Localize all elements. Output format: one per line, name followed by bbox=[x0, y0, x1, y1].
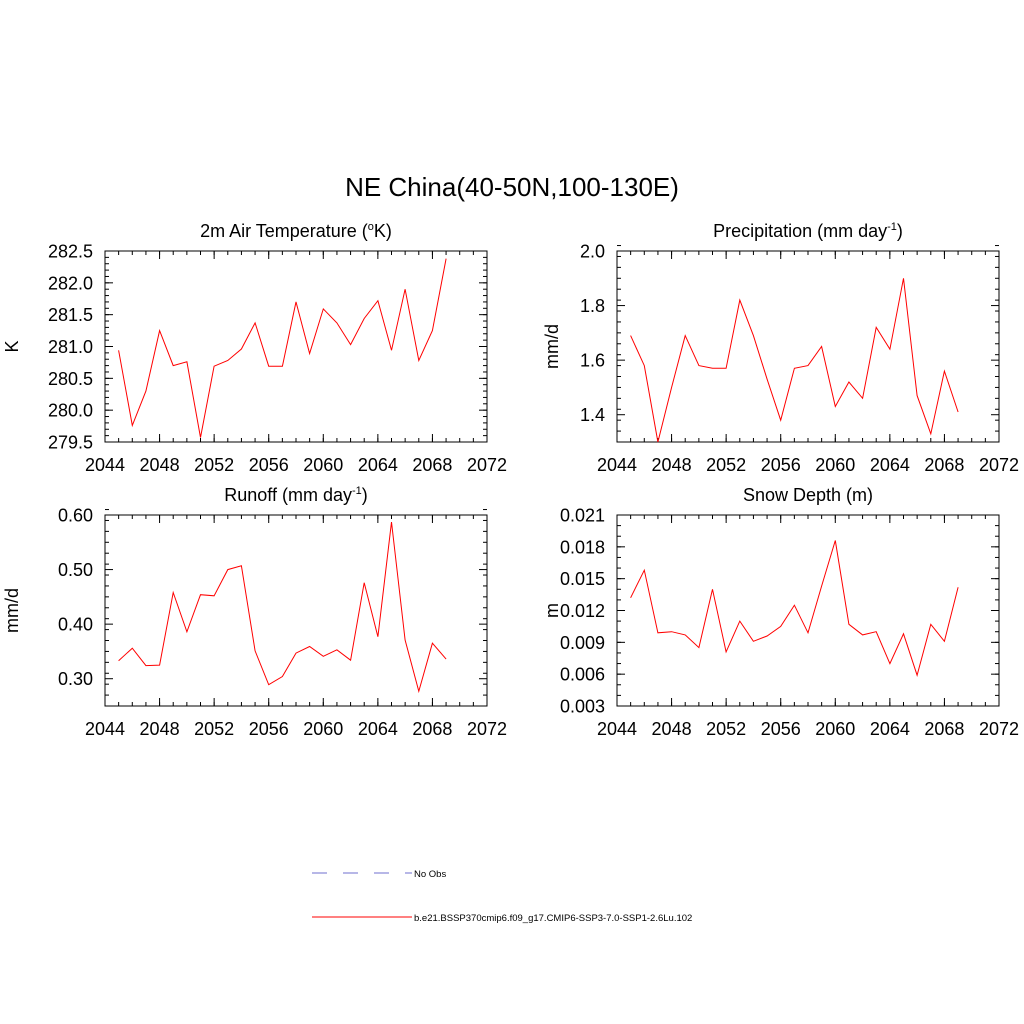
precipitation-title-tail: ) bbox=[897, 221, 903, 241]
legend-model-label: b.e21.BSSP370cmip6.f09_g17.CMIP6-SSP3-7.… bbox=[414, 913, 692, 924]
legend-obs-label: No Obs bbox=[414, 869, 446, 880]
runoff-title-tail: ) bbox=[362, 485, 368, 505]
snow-depth-y-tick-label: 0.021 bbox=[560, 506, 605, 526]
precipitation-y-tick-label: 1.4 bbox=[580, 405, 605, 425]
precipitation-y-axis-label: mm/d bbox=[542, 324, 562, 369]
precipitation-x-tick-label: 2060 bbox=[815, 455, 855, 475]
temperature-x-tick-label: 2044 bbox=[85, 455, 125, 475]
runoff-y-axis-label: mm/d bbox=[2, 588, 22, 633]
runoff-x-tick-label: 2072 bbox=[467, 719, 507, 739]
runoff-x-tick-label: 2060 bbox=[303, 719, 343, 739]
runoff-title-sup: -1 bbox=[352, 485, 362, 497]
figure-suptitle: NE China(40-50N,100-130E) bbox=[345, 172, 679, 202]
snow-depth-x-tick-label: 2056 bbox=[761, 719, 801, 739]
temperature-x-tick-label: 2060 bbox=[303, 455, 343, 475]
precipitation-y-tick-label: 1.8 bbox=[580, 296, 605, 316]
snow-depth-x-tick-label: 2044 bbox=[597, 719, 637, 739]
precipitation-x-tick-label: 2064 bbox=[870, 455, 910, 475]
temperature-title-tail: K) bbox=[374, 221, 392, 241]
runoff-y-tick-label: 0.40 bbox=[58, 615, 93, 635]
precipitation-x-tick-label: 2052 bbox=[706, 455, 746, 475]
runoff-title-main: Runoff (mm day bbox=[224, 485, 352, 505]
temperature-y-tick-label: 281.0 bbox=[48, 337, 93, 357]
snow-depth-x-tick-label: 2064 bbox=[870, 719, 910, 739]
snow-depth-series-line bbox=[630, 540, 959, 677]
temperature-y-axis-label: K bbox=[2, 340, 22, 352]
snow-depth-x-tick-label: 2052 bbox=[706, 719, 746, 739]
temperature-y-tick-label: 281.5 bbox=[48, 305, 93, 325]
temperature-panel-title: 2m Air Temperature (oK) bbox=[200, 221, 392, 241]
snow-depth-y-tick-label: 0.006 bbox=[560, 665, 605, 685]
temperature-y-tick-label: 279.5 bbox=[48, 433, 93, 453]
precipitation-y-tick-label: 1.6 bbox=[580, 351, 605, 371]
snow-depth-y-tick-label: 0.012 bbox=[560, 601, 605, 621]
runoff-series-line bbox=[118, 522, 447, 694]
snow-depth-panel-title: Snow Depth (m) bbox=[743, 485, 873, 505]
runoff-x-tick-label: 2044 bbox=[85, 719, 125, 739]
runoff-y-tick-label: 0.60 bbox=[58, 506, 93, 526]
runoff-panel-title: Runoff (mm day-1) bbox=[224, 485, 368, 505]
temperature-y-tick-label: 282.0 bbox=[48, 273, 93, 293]
temperature-x-tick-label: 2056 bbox=[249, 455, 289, 475]
temperature-y-tick-label: 280.5 bbox=[48, 369, 93, 389]
snow-depth-title-main: Snow Depth (m) bbox=[743, 485, 873, 505]
snow-depth-x-tick-label: 2048 bbox=[652, 719, 692, 739]
precipitation-plot-frame bbox=[616, 250, 1000, 443]
temperature-y-tick-label: 280.0 bbox=[48, 401, 93, 421]
temperature-x-tick-label: 2064 bbox=[358, 455, 398, 475]
runoff-y-tick-label: 0.30 bbox=[58, 669, 93, 689]
runoff-plot-frame bbox=[104, 514, 488, 707]
temperature-x-tick-label: 2072 bbox=[467, 455, 507, 475]
precipitation-x-tick-label: 2072 bbox=[979, 455, 1019, 475]
panel-precipitation: 2044 2048 2052 2056 2060 2064 2068 2072 1.4 1.6 1.… bbox=[542, 221, 1019, 475]
panel-grid: 2044 2048 2052 2056 2060 2064 2068 2072 279.5 280… bbox=[2, 221, 1019, 739]
snow-depth-x-tick-label: 2072 bbox=[979, 719, 1019, 739]
panel-temperature: 2044 2048 2052 2056 2060 2064 2068 2072 279.5 280… bbox=[2, 221, 507, 475]
snow-depth-plot-frame bbox=[616, 514, 1000, 707]
temperature-plot-frame bbox=[104, 250, 488, 443]
runoff-x-tick-label: 2068 bbox=[412, 719, 452, 739]
snow-depth-y-tick-label: 0.018 bbox=[560, 537, 605, 557]
temperature-series-line bbox=[118, 258, 447, 438]
snow-depth-y-tick-label: 0.015 bbox=[560, 569, 605, 589]
precipitation-x-tick-label: 2056 bbox=[761, 455, 801, 475]
snow-depth-y-tick-label: 0.003 bbox=[560, 697, 605, 717]
snow-depth-y-tick-label: 0.009 bbox=[560, 633, 605, 653]
precipitation-panel-title: Precipitation (mm day-1) bbox=[713, 221, 903, 241]
runoff-x-tick-label: 2048 bbox=[140, 719, 180, 739]
precipitation-x-tick-label: 2044 bbox=[597, 455, 637, 475]
temperature-title-sup: o bbox=[368, 221, 374, 233]
temperature-x-tick-label: 2052 bbox=[194, 455, 234, 475]
runoff-x-tick-label: 2052 bbox=[194, 719, 234, 739]
precipitation-title-sup: -1 bbox=[887, 221, 897, 233]
precipitation-x-tick-label: 2048 bbox=[652, 455, 692, 475]
precipitation-series-line bbox=[630, 278, 959, 443]
precipitation-y-tick-label: 2.0 bbox=[580, 242, 605, 262]
snow-depth-x-tick-label: 2060 bbox=[815, 719, 855, 739]
precipitation-x-tick-label: 2068 bbox=[924, 455, 964, 475]
legend: No Obs b.e21.BSSP370cmip6.f09_g17.CMIP6-… bbox=[312, 869, 692, 924]
panel-runoff: 2044 2048 2052 2056 2060 2064 2068 2072 0.30 0.40… bbox=[2, 485, 507, 739]
precipitation-title-main: Precipitation (mm day bbox=[713, 221, 887, 241]
panel-snow-depth: 2044 2048 2052 2056 2060 2064 2068 2072 0.003 0.0… bbox=[542, 485, 1019, 739]
runoff-x-tick-label: 2064 bbox=[358, 719, 398, 739]
temperature-x-tick-label: 2048 bbox=[140, 455, 180, 475]
snow-depth-y-axis-label: m bbox=[542, 603, 562, 618]
runoff-y-tick-label: 0.50 bbox=[58, 560, 93, 580]
temperature-title-main: 2m Air Temperature ( bbox=[200, 221, 368, 241]
runoff-x-tick-label: 2056 bbox=[249, 719, 289, 739]
temperature-x-tick-label: 2068 bbox=[412, 455, 452, 475]
snow-depth-x-tick-label: 2068 bbox=[924, 719, 964, 739]
temperature-y-tick-label: 282.5 bbox=[48, 242, 93, 262]
